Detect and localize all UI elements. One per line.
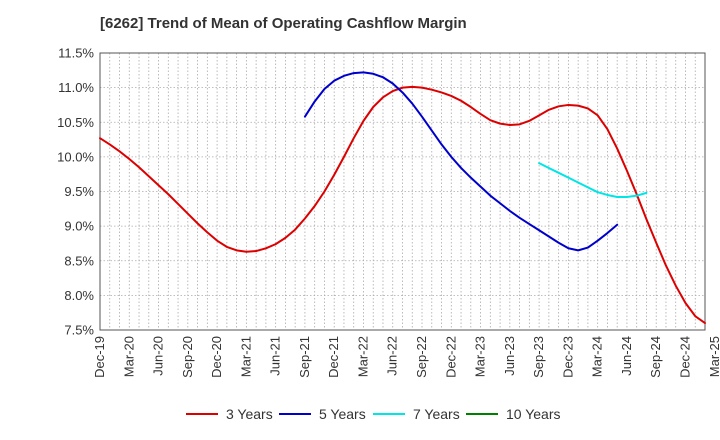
y-tick-label: 11.5% [58,46,94,61]
x-tick-label: Mar-20 [121,336,136,377]
x-tick-label: Jun-23 [502,336,517,376]
y-tick-label: 10.5% [57,115,94,130]
x-tick-label: Jun-20 [151,336,166,376]
x-tick-label: Sep-24 [648,336,663,378]
y-tick-label: 9.0% [64,219,94,234]
chart-title: [6262] Trend of Mean of Operating Cashfl… [100,15,467,32]
x-tick-label: Dec-24 [677,336,692,378]
x-tick-label: Dec-19 [92,336,107,378]
y-tick-label: 11.0% [58,80,94,95]
legend-label: 10 Years [506,406,561,422]
y-tick-label: 9.5% [64,184,94,199]
x-tick-label: Sep-23 [531,336,546,378]
x-tick-label: Dec-21 [326,336,341,378]
x-tick-label: Jun-24 [619,336,634,376]
y-tick-label: 8.0% [64,288,94,303]
x-tick-label: Sep-22 [414,336,429,378]
x-tick-label: Jun-22 [385,336,400,376]
legend-label: 3 Years [226,406,273,422]
y-tick-label: 7.5% [64,323,94,338]
y-tick-label: 8.5% [64,253,94,268]
x-tick-label: Mar-25 [707,336,720,377]
legend-label: 7 Years [413,406,460,422]
series-line [99,85,706,325]
x-tick-label: Sep-20 [180,336,195,378]
x-tick-label: Mar-23 [473,336,488,377]
x-tick-label: Sep-21 [297,336,312,378]
series-line [303,71,619,252]
x-tick-label: Mar-21 [238,336,253,377]
y-tick-label: 10.0% [57,149,94,164]
x-tick-label: Dec-23 [560,336,575,378]
series-line [538,162,648,199]
plot-border [99,52,706,331]
x-tick-label: Dec-22 [443,336,458,378]
x-tick-label: Jun-21 [268,336,283,376]
x-tick-label: Mar-24 [590,336,605,377]
x-tick-label: Mar-22 [355,336,370,377]
legend-label: 5 Years [319,406,366,422]
x-tick-label: Dec-20 [209,336,224,378]
